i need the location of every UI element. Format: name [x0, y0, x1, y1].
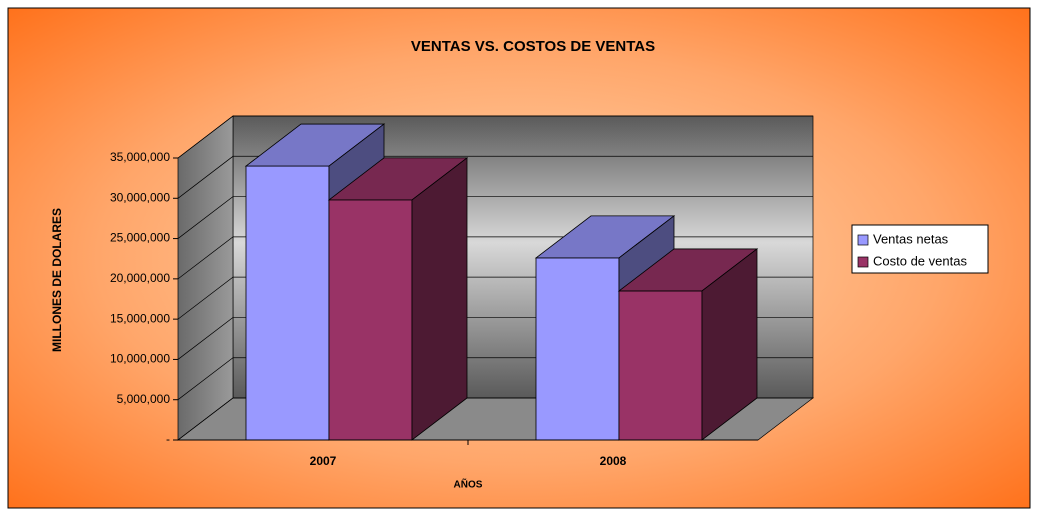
- legend-swatch: [857, 234, 869, 246]
- y-tick-label: 15,000,000: [110, 311, 170, 325]
- bar: [328, 199, 413, 441]
- y-tick-label: 20,000,000: [110, 271, 170, 285]
- y-tick-label: 25,000,000: [110, 231, 170, 245]
- legend-swatch: [857, 256, 869, 268]
- bar: [535, 257, 620, 441]
- side-wall: [177, 115, 234, 441]
- bar-side: [411, 157, 468, 441]
- x-axis-title: AÑOS: [454, 478, 483, 491]
- bar: [245, 165, 330, 441]
- legend: [851, 224, 989, 274]
- legend-label: Costo de ventas: [873, 253, 967, 268]
- chart-title: VENTAS VS. COSTOS DE VENTAS: [411, 38, 655, 55]
- legend-label: Ventas netas: [873, 231, 949, 246]
- y-tick-label: 5,000,000: [117, 392, 171, 406]
- bar: [618, 290, 703, 441]
- grid-line: [177, 196, 813, 239]
- x-tick-label: 2008: [600, 454, 627, 468]
- bar-side: [701, 248, 758, 441]
- grid-line: [177, 115, 813, 159]
- y-tick-label: 35,000,000: [110, 150, 170, 164]
- x-tick-label: 2007: [310, 454, 337, 468]
- y-tick-label: 10,000,000: [110, 352, 170, 366]
- y-tick-label: -: [166, 432, 170, 446]
- y-tick-label: 30,000,000: [110, 190, 170, 204]
- y-axis-title: MILLONES DE DOLARES: [50, 208, 64, 352]
- grid-line: [177, 155, 813, 199]
